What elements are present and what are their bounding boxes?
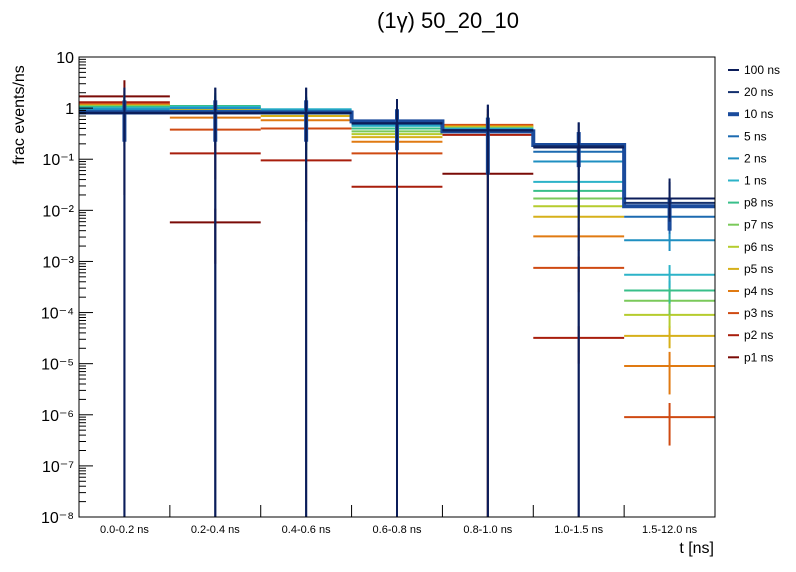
legend-label: p4 ns xyxy=(744,284,773,298)
y-tick-label: 10⁻³ xyxy=(42,254,74,271)
x-tick-label: 0.8-1.0 ns xyxy=(463,524,512,536)
y-tick-label: 10⁻⁷ xyxy=(42,459,74,476)
y-tick-label: 10⁻² xyxy=(42,203,74,220)
legend-label: p5 ns xyxy=(744,262,773,276)
legend-label: 100 ns xyxy=(744,63,780,77)
chart-title: (1γ) 50_20_10 xyxy=(377,8,519,33)
legend-entry: 1 ns xyxy=(728,174,767,188)
legend-label: 5 ns xyxy=(744,129,767,143)
y-tick-label: 10⁻¹ xyxy=(42,152,74,169)
legend: 100 ns 20 ns 10 ns 5 ns 2 ns 1 ns p8 ns p7 ns p6… xyxy=(728,63,780,364)
legend-label: p6 ns xyxy=(744,240,773,254)
legend-entry: 5 ns xyxy=(728,129,767,143)
series-layer xyxy=(79,80,715,517)
legend-entry: p2 ns xyxy=(728,328,773,342)
y-tick-label: 10⁻⁶ xyxy=(41,408,74,425)
legend-entry: p3 ns xyxy=(728,306,773,320)
x-tick-label: 0.0-0.2 ns xyxy=(100,524,149,536)
legend-label: p2 ns xyxy=(744,328,773,342)
legend-entry: p7 ns xyxy=(728,218,773,232)
legend-entry: p4 ns xyxy=(728,284,773,298)
legend-label: p8 ns xyxy=(744,196,773,210)
y-tick-label: 10⁻⁵ xyxy=(41,357,74,374)
frame-layer: 10⁻⁸ 10⁻⁷ 10⁻⁶ 10⁻⁵ 10⁻⁴ 10⁻³ 10⁻² 10⁻¹ 1 10 0.0-0… xyxy=(41,50,716,536)
x-tick-label: 0.4-0.6 ns xyxy=(282,524,331,536)
legend-entry: 20 ns xyxy=(728,85,773,99)
legend-entry: p8 ns xyxy=(728,196,773,210)
legend-label: p1 ns xyxy=(744,350,773,364)
legend-label: p3 ns xyxy=(744,306,773,320)
y-tick-label: 10⁻⁴ xyxy=(41,306,74,323)
series-100-ns xyxy=(79,87,715,517)
legend-label: 10 ns xyxy=(744,107,773,121)
legend-entry: p5 ns xyxy=(728,262,773,276)
x-axis-label: t [ns] xyxy=(679,540,714,557)
series-p2-ns xyxy=(79,90,625,517)
y-tick-label: 10⁻⁸ xyxy=(41,510,74,527)
legend-entry: 2 ns xyxy=(728,151,767,165)
legend-entry: p6 ns xyxy=(728,240,773,254)
x-tick-label: 0.6-0.8 ns xyxy=(373,524,422,536)
legend-entry: 100 ns xyxy=(728,63,780,77)
y-tick-label: 1 xyxy=(65,101,74,118)
x-tick-label: 1.5-12.0 ns xyxy=(642,524,698,536)
legend-label: 2 ns xyxy=(744,151,767,165)
legend-label: p7 ns xyxy=(744,218,773,232)
plot-frame xyxy=(78,56,716,518)
y-axis-label: frac events/ns xyxy=(11,65,28,165)
y-tick-label: 10 xyxy=(56,50,74,67)
legend-label: 1 ns xyxy=(744,174,767,188)
legend-label: 20 ns xyxy=(744,85,773,99)
x-tick-label: 0.2-0.4 ns xyxy=(191,524,240,536)
x-tick-label: 1.0-1.5 ns xyxy=(554,524,603,536)
legend-entry: 10 ns xyxy=(728,107,773,121)
legend-entry: p1 ns xyxy=(728,350,773,364)
